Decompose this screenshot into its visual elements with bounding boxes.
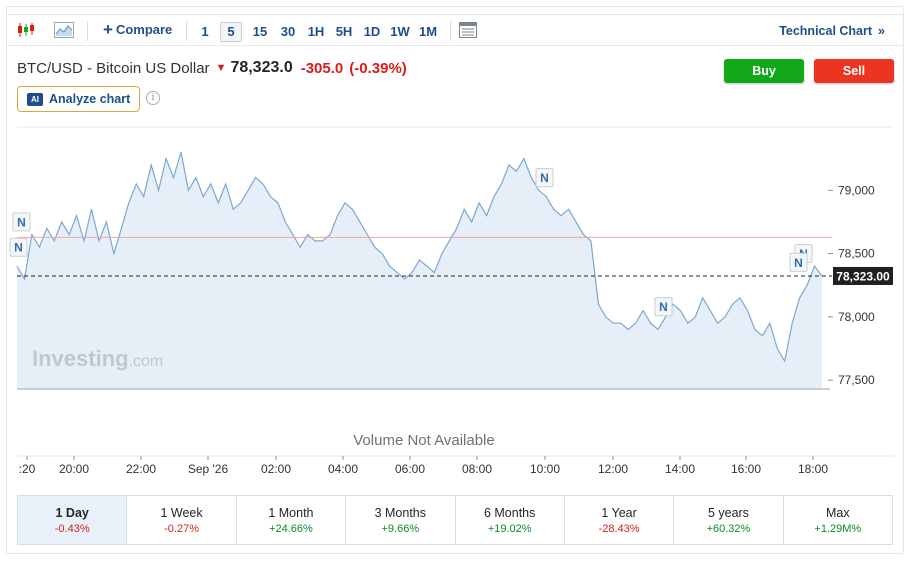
instrument-header: BTC/USD - Bitcoin US Dollar ▼ 78,323.0 -… (17, 59, 413, 77)
toolbar-divider (186, 21, 187, 41)
interval-1[interactable]: 1 (201, 24, 209, 39)
period-max[interactable]: Max +1.29M% (784, 496, 892, 544)
x-tick-label: 18:00 (798, 462, 828, 476)
period-label: 6 Months (483, 505, 536, 520)
toolbar-divider (450, 21, 451, 41)
technical-chart-link[interactable]: Technical Chart » (779, 24, 885, 38)
down-arrow-icon: ▼ (215, 62, 227, 74)
period-change: -0.27% (164, 522, 199, 535)
chart-toolbar: + Compare 1 5 15 30 1H 5H 1D 1W 1M Techn… (7, 14, 903, 46)
ai-badge-icon: AI (27, 92, 43, 106)
news-marker-label: N (14, 241, 23, 255)
news-marker-icon[interactable]: N (789, 252, 808, 272)
interval-1h[interactable]: 1H (307, 24, 325, 39)
news-marker-label: N (540, 171, 549, 185)
period-6-months[interactable]: 6 Months +19.02% (456, 496, 565, 544)
analyze-chart-label: Analyze chart (49, 92, 131, 106)
y-tick-label: 78,000 (838, 310, 875, 324)
period-label: 1 Day (55, 505, 89, 520)
period-1-month[interactable]: 1 Month +24.66% (237, 496, 347, 544)
area-chart-icon[interactable] (53, 21, 75, 39)
interval-15[interactable]: 15 (252, 24, 268, 39)
buy-button[interactable]: Buy (724, 59, 804, 83)
interval-30[interactable]: 30 (280, 24, 296, 39)
price-line (16, 152, 823, 363)
period-label: 1 Month (268, 505, 314, 520)
period-change: +9.66% (381, 522, 420, 535)
x-tick-label: 06:00 (395, 462, 425, 476)
period-label: 3 Months (374, 505, 427, 520)
x-tick-label: 04:00 (328, 462, 358, 476)
x-tick-label: Sep '26 (188, 462, 229, 476)
compare-label: Compare (115, 22, 173, 37)
period-change: -0.43% (54, 522, 90, 535)
y-tick-label: 78,500 (838, 247, 875, 261)
x-tick-label: 22:00 (126, 462, 156, 476)
period-3-months[interactable]: 3 Months +9.66% (346, 496, 456, 544)
period-label: Max (826, 505, 850, 520)
sell-button[interactable]: Sell (814, 59, 894, 83)
interval-5[interactable]: 5 (220, 22, 242, 42)
watermark-logo: Investing.com (32, 346, 163, 371)
x-tick-label: 08:00 (462, 462, 492, 476)
period-change: +19.02% (487, 522, 532, 535)
period-5-years[interactable]: 5 years +60.32% (674, 496, 784, 544)
period-change: +1.29M% (814, 522, 862, 535)
info-icon[interactable]: i (146, 91, 160, 105)
y-tick-label: 77,500 (838, 373, 875, 387)
x-tick-label: :20 (19, 462, 36, 476)
period-selector: 1 Day -0.43% 1 Week -0.27% 1 Month +24.66% 3 M… (17, 495, 893, 545)
period-1-year[interactable]: 1 Year -28.43% (565, 496, 675, 544)
compare-button[interactable]: + Compare (103, 19, 173, 39)
analyze-chart-button[interactable]: AI Analyze chart (17, 86, 140, 112)
period-change: +60.32% (706, 522, 751, 535)
area-fill (17, 152, 822, 389)
data-table-icon[interactable] (457, 21, 479, 39)
x-tick-label: 02:00 (261, 462, 291, 476)
x-tick-label: 16:00 (731, 462, 761, 476)
news-marker-icon[interactable]: N (9, 237, 28, 257)
period-label: 1 Year (601, 505, 637, 520)
technical-chart-label: Technical Chart (779, 24, 873, 38)
x-tick-label: 12:00 (598, 462, 628, 476)
chart-widget-frame (6, 6, 904, 554)
price-change: -305.0 (300, 59, 344, 77)
instrument-name: BTC/USD - Bitcoin US Dollar (17, 59, 210, 77)
candlestick-icon[interactable] (15, 21, 37, 39)
news-marker-icon[interactable]: N (535, 168, 554, 188)
interval-1d[interactable]: 1D (363, 24, 381, 39)
news-marker-label: N (794, 256, 803, 270)
period-label: 5 years (707, 505, 749, 520)
y-tick-label: 79,000 (838, 183, 875, 197)
plus-icon: + (103, 19, 113, 39)
period-change: -28.43% (598, 522, 640, 535)
news-marker-icon[interactable]: N (654, 297, 673, 317)
interval-5h[interactable]: 5H (335, 24, 353, 39)
current-price-tag-label: 78,323.00 (836, 269, 890, 283)
x-tick-label: 20:00 (59, 462, 89, 476)
x-tick-label: 14:00 (665, 462, 695, 476)
price-change-percent: (-0.39%) (349, 59, 407, 77)
interval-1m[interactable]: 1M (418, 24, 438, 39)
last-price: 78,323.0 (230, 59, 293, 76)
period-1-day[interactable]: 1 Day -0.43% (18, 496, 128, 544)
current-price-tag (833, 266, 893, 285)
x-tick-label: 10:00 (530, 462, 560, 476)
period-change: +24.66% (269, 522, 313, 535)
news-marker-label: N (659, 300, 668, 314)
toolbar-divider (87, 21, 88, 41)
news-marker-icon[interactable]: N (12, 212, 31, 232)
period-label: 1 Week (160, 505, 203, 520)
interval-1w[interactable]: 1W (390, 24, 410, 39)
double-chevron-right-icon: » (878, 24, 885, 38)
volume-not-available: Volume Not Available (353, 432, 494, 449)
period-1-week[interactable]: 1 Week -0.27% (127, 496, 237, 544)
news-marker-label: N (17, 215, 26, 229)
